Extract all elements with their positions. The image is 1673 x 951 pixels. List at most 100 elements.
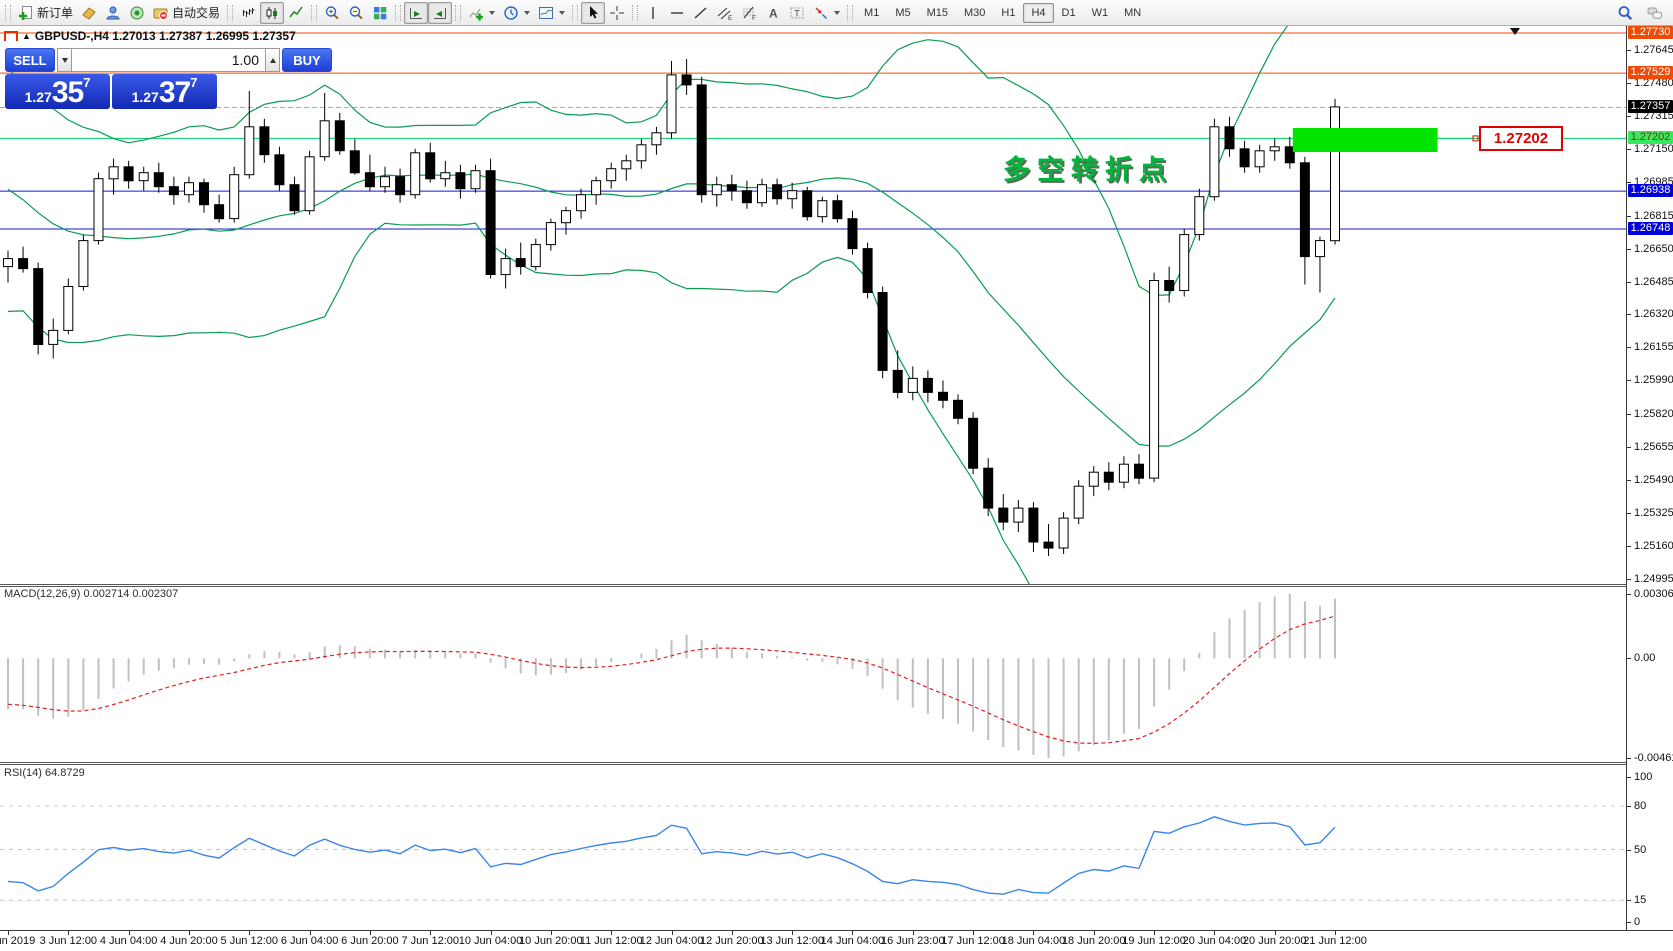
time-tick (249, 931, 251, 935)
zoom-out-button[interactable] (344, 2, 368, 24)
fibonacci-button[interactable]: F (737, 2, 761, 24)
time-label: 16 Jun 23:00 (880, 935, 945, 947)
timeframe-m30-button[interactable]: M30 (956, 3, 993, 23)
arrows-icon (815, 7, 828, 19)
timeframe-h1-button[interactable]: H1 (993, 3, 1023, 23)
new-order-button[interactable]: 新订单 (14, 2, 77, 24)
buy-price-prefix: 1.27 (131, 89, 159, 105)
time-label: 7 Jun 12:00 (401, 935, 459, 947)
rsi-header: RSI(14) 64.8729 (4, 767, 85, 779)
axis-tick (1627, 758, 1631, 759)
timeframe-mn-button[interactable]: MN (1116, 3, 1149, 23)
timeframe-w1-button[interactable]: W1 (1084, 3, 1117, 23)
time-label: 4 Jun 04:00 (99, 935, 158, 947)
auto-trading-button[interactable]: 自动交易 (149, 2, 224, 24)
axis-tick (1627, 347, 1631, 349)
sell-price-prefix: 1.27 (24, 89, 52, 105)
timeframe-h4-button[interactable]: H4 (1023, 2, 1054, 23)
rsi-pane[interactable] (0, 764, 1626, 928)
timeframe-d1-button[interactable]: D1 (1054, 3, 1084, 23)
price-badge: 1.26938 (1628, 184, 1673, 198)
axis-tick (1627, 215, 1631, 217)
vertical-line-button[interactable] (641, 2, 665, 24)
toolbar-drag-handle[interactable] (395, 4, 402, 21)
collapse-triangle-icon[interactable]: ▲ (22, 31, 31, 41)
toolbar-drag-handle[interactable] (572, 4, 579, 21)
time-tick (188, 931, 190, 935)
toolbar-drag-handle[interactable] (632, 4, 639, 21)
axis-tick-label: 80 (1634, 800, 1647, 812)
crosshair-icon (610, 5, 625, 20)
dropdown-arrow-icon[interactable] (524, 10, 531, 15)
toolbar-drag-handle[interactable] (311, 4, 318, 21)
crosshair-button[interactable] (605, 2, 629, 24)
search-button[interactable] (1613, 2, 1637, 24)
chat-button[interactable] (1643, 2, 1667, 24)
macd-pane[interactable] (0, 586, 1626, 762)
timeframe-m5-button[interactable]: M5 (887, 3, 918, 23)
text-button[interactable]: A (761, 2, 785, 24)
toolbar-drag-handle[interactable] (847, 4, 854, 21)
time-label: 12 Jun 20:00 (700, 935, 764, 947)
pane-separator[interactable] (0, 762, 1626, 765)
volume-decrease-button[interactable] (57, 48, 72, 72)
auto-scroll-button[interactable] (404, 1, 429, 24)
pane-separator[interactable] (0, 584, 1626, 587)
axis-tick-label: 0 (1634, 916, 1641, 928)
text-label-icon: T (790, 7, 804, 18)
arrows-button[interactable] (809, 2, 844, 24)
time-tick (792, 931, 794, 935)
price-axis[interactable]: 1.27645 1.27480 1.27315 1.27150 1.26985 1.268… (1626, 26, 1673, 930)
line-chart-button[interactable] (284, 2, 308, 24)
bar-chart-button[interactable] (236, 2, 260, 24)
eraser-button[interactable] (77, 2, 101, 24)
auto-trading-icon (153, 8, 169, 20)
buy-price-box[interactable]: 1.27 37 7 (112, 74, 217, 109)
toolbar-drag-handle[interactable] (5, 4, 11, 21)
periods-button[interactable] (499, 2, 534, 24)
volume-increase-button[interactable] (265, 48, 280, 72)
chart-shift-button[interactable] (428, 1, 453, 24)
axis-tick (1627, 181, 1631, 183)
dropdown-arrow-icon[interactable] (559, 10, 566, 15)
axis-tick-label: 1.26815 (1634, 209, 1673, 222)
templates-icon (539, 6, 554, 19)
indicators-button[interactable] (464, 2, 499, 24)
axis-tick-label: -0.004616 (1634, 752, 1673, 764)
time-tick (430, 931, 432, 935)
dropdown-arrow-icon[interactable] (489, 10, 496, 15)
templates-button[interactable] (534, 2, 569, 24)
scroll-to-end-icon[interactable] (1510, 28, 1520, 35)
trendline-button[interactable] (689, 2, 713, 24)
indicators-icon (469, 8, 484, 20)
time-tick (912, 931, 914, 935)
signal-button[interactable] (125, 2, 149, 24)
toolbar-drag-handle[interactable] (455, 4, 462, 21)
sell-price-box[interactable]: 1.27 35 7 (5, 74, 110, 109)
price-chart[interactable] (0, 26, 1626, 584)
timeframe-m15-button[interactable]: M15 (919, 3, 956, 23)
time-tick (8, 931, 9, 935)
dropdown-arrow-icon[interactable] (834, 10, 841, 15)
sell-button[interactable]: SELL (5, 48, 55, 72)
toolbar-drag-handle[interactable] (227, 4, 234, 21)
channel-button[interactable]: E (713, 2, 737, 24)
candlestick-chart-button[interactable] (260, 1, 285, 24)
one-click-marker-icon[interactable] (4, 31, 18, 41)
buy-button[interactable]: BUY (282, 48, 332, 72)
zoom-in-button[interactable] (320, 2, 344, 24)
horizontal-line-button[interactable] (665, 2, 689, 24)
new-order-icon (19, 5, 32, 20)
time-label: 11 Jun 12:00 (579, 935, 643, 947)
time-label: 19 Jun 12:00 (1122, 935, 1186, 947)
text-label-button[interactable]: T (785, 2, 809, 24)
axis-tick (1627, 314, 1631, 316)
volume-input[interactable] (72, 48, 265, 72)
time-label: 14 Jun 04:00 (820, 935, 885, 947)
tile-windows-button[interactable] (368, 2, 392, 24)
support-button[interactable] (101, 2, 125, 24)
time-label: 18 Jun 04:00 (1001, 935, 1066, 947)
cursor-button[interactable] (581, 1, 606, 24)
timeframe-m1-button[interactable]: M1 (856, 3, 887, 23)
